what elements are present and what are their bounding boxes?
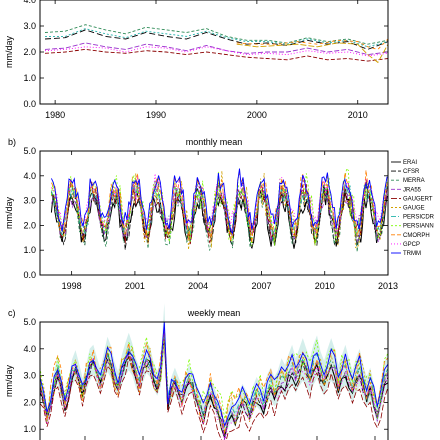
panel-label: c) <box>8 308 16 318</box>
x-tick-label: 2001 <box>125 281 145 291</box>
series-line-10 <box>50 168 388 235</box>
panel-a-annual-mean: 0.0 1.0 2.0 3.0 4.0 mm/day 1980 1990 2000 2010 <box>4 0 389 120</box>
series-line-6 <box>236 38 389 50</box>
y-tick-label: 4.0 <box>23 0 36 5</box>
y-tick-label: 3.0 <box>23 371 36 381</box>
legend-label: CFSR <box>403 169 420 175</box>
y-tick-label: 1.0 <box>23 424 36 434</box>
y-tick-label: 0.0 <box>23 270 36 280</box>
panel-title: weekly mean <box>187 308 241 318</box>
x-tick-label: 1998 <box>62 281 82 291</box>
y-axis-label: mm/day <box>4 365 14 398</box>
series-line-4 <box>45 28 389 48</box>
series-line-1 <box>39 329 389 436</box>
series-line-4 <box>39 332 389 440</box>
series-line-3 <box>51 182 388 243</box>
y-tick-label: 2.0 <box>23 47 36 57</box>
panel-title: monthly mean <box>186 137 243 147</box>
panel-c-weekly-mean: 1.0 2.0 3.0 4.0 5.0 mm/day c) weekly mean <box>4 303 389 440</box>
legend-label: GAUGERT <box>403 196 433 202</box>
series-line-1 <box>44 24 389 45</box>
series-line-9 <box>51 173 388 235</box>
x-tick-label: 2004 <box>188 281 208 291</box>
legend-label: CMORPH <box>403 233 430 239</box>
legend-label: TRMM <box>403 251 421 257</box>
x-tick-label: 2010 <box>348 110 368 120</box>
legend-label: GAUGE <box>403 206 425 212</box>
y-tick-label: 3.0 <box>23 21 36 31</box>
x-tick-label: 2000 <box>247 110 267 120</box>
y-tick-label: 1.0 <box>23 73 36 83</box>
legend-label: PERSICDR <box>403 215 435 221</box>
series-line-7 <box>44 46 389 57</box>
panel-label: b) <box>8 137 16 147</box>
x-tick-label: 1980 <box>45 110 65 120</box>
series-line-0 <box>44 29 389 50</box>
y-tick-label: 1.0 <box>23 245 36 255</box>
series-line-2 <box>44 42 389 56</box>
series-line-3 <box>39 330 389 440</box>
series-line-5 <box>236 42 389 64</box>
y-tick-label: 3.0 <box>23 196 36 206</box>
plot-frame <box>39 150 389 276</box>
y-tick-label: 5.0 <box>23 317 36 327</box>
x-tick-label: 1990 <box>146 110 166 120</box>
legend-label: GPCP <box>403 242 420 248</box>
plot-frame <box>39 0 389 105</box>
series-line-7 <box>51 167 388 246</box>
legend-label: MERRA <box>403 178 425 184</box>
legend-label: PERSIANN <box>403 224 434 230</box>
y-tick-label: 4.0 <box>23 171 36 181</box>
series-line-8 <box>51 170 388 243</box>
y-tick-label: 5.0 <box>23 146 36 156</box>
y-tick-label: 2.0 <box>23 220 36 230</box>
series-line-10 <box>39 321 389 428</box>
series-line-9 <box>39 329 389 440</box>
legend-label: JRA55 <box>403 187 422 193</box>
x-tick-label: 2013 <box>378 281 398 291</box>
x-tick-label: 2010 <box>315 281 335 291</box>
x-tick-label: 2007 <box>251 281 271 291</box>
series-line-3 <box>44 48 389 62</box>
y-axis-label: mm/day <box>4 197 14 230</box>
y-axis-label: mm/day <box>4 36 14 69</box>
plot-frame <box>39 321 389 440</box>
y-tick-label: 4.0 <box>23 344 36 354</box>
panel-b-monthly-mean: 0.0 1.0 2.0 3.0 4.0 5.0 mm/day b) monthly mean 19… <box>4 137 435 291</box>
y-tick-label: 2.0 <box>23 397 36 407</box>
y-tick-label: 0.0 <box>23 99 36 109</box>
legend-label: ERAI <box>403 160 417 166</box>
